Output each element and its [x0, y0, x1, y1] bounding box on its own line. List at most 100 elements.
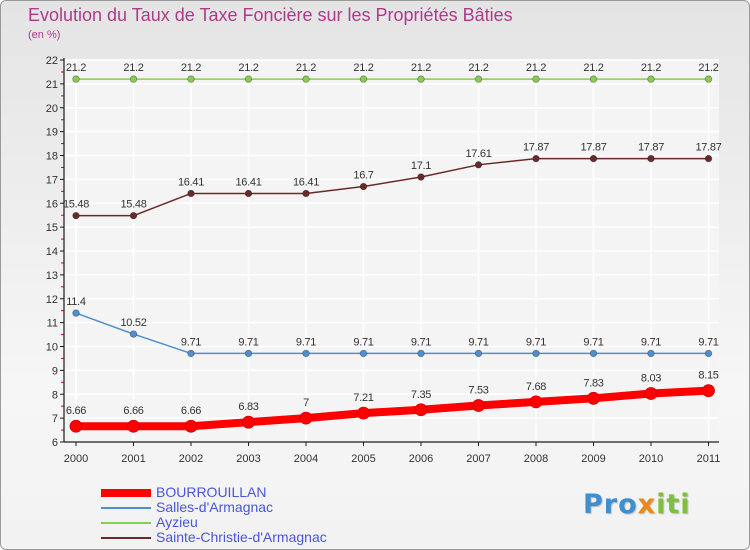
- data-label-bourrouillan: 7.35: [411, 389, 431, 401]
- data-point-bourrouillan: [472, 399, 485, 412]
- data-label-sainte-christie-d-armagnac: 17.87: [523, 142, 549, 154]
- data-point-sainte-christie-d-armagnac: [474, 161, 483, 169]
- data-point-salles-d-armagnac: [359, 349, 368, 358]
- data-point-bourrouillan: [127, 419, 140, 433]
- data-label-sainte-christie-d-armagnac: 17.87: [638, 142, 664, 154]
- y-tick-label: 15: [46, 222, 58, 234]
- data-label-ayzieu: 21.2: [583, 62, 603, 74]
- data-label-ayzieu: 21.2: [641, 62, 661, 74]
- data-point-ayzieu: [589, 75, 598, 83]
- data-point-sainte-christie-d-armagnac: [244, 189, 253, 198]
- data-label-salles-d-armagnac: 9.71: [181, 336, 201, 348]
- data-point-salles-d-armagnac: [704, 349, 713, 358]
- data-point-salles-d-armagnac: [244, 349, 253, 358]
- y-tick-label: 17: [46, 174, 58, 186]
- data-label-bourrouillan: 7.68: [526, 381, 546, 393]
- data-point-bourrouillan: [414, 403, 428, 417]
- data-label-salles-d-armagnac: 9.71: [641, 336, 661, 348]
- data-point-sainte-christie-d-armagnac: [589, 154, 598, 163]
- data-point-bourrouillan: [184, 419, 198, 433]
- data-point-ayzieu: [72, 75, 80, 83]
- data-label-bourrouillan: 6.66: [181, 405, 201, 417]
- data-label-salles-d-armagnac: 9.71: [526, 336, 546, 348]
- chart-title: Evolution du Taux de Taxe Foncière sur l…: [28, 5, 513, 25]
- y-tick-label: 19: [46, 127, 58, 139]
- data-point-ayzieu: [244, 75, 253, 83]
- data-label-ayzieu: 21.2: [468, 62, 488, 74]
- y-tick-label: 11: [47, 318, 58, 330]
- y-tick-label: 14: [46, 246, 58, 258]
- x-tick-label: 2000: [64, 453, 88, 465]
- data-label-salles-d-armagnac: 9.71: [583, 336, 603, 348]
- x-tick-label: 2010: [639, 453, 663, 465]
- x-tick-label: 2006: [409, 453, 433, 465]
- y-tick-label: 20: [46, 103, 58, 115]
- data-point-salles-d-armagnac: [532, 349, 540, 358]
- data-point-bourrouillan: [529, 395, 543, 409]
- data-point-sainte-christie-d-armagnac: [129, 211, 138, 220]
- data-point-bourrouillan: [357, 406, 370, 420]
- legend-label: BOURROUILLAN: [156, 484, 267, 500]
- legend-label: Salles-d'Armagnac: [156, 499, 274, 515]
- x-tick-label: 2007: [466, 453, 490, 465]
- data-label-bourrouillan: 6.66: [66, 405, 86, 417]
- data-point-ayzieu: [302, 75, 310, 83]
- proxiti-logo: Proxiti: [583, 489, 691, 520]
- data-point-sainte-christie-d-armagnac: [302, 189, 310, 198]
- data-label-ayzieu: 21.2: [353, 62, 373, 74]
- data-point-salles-d-armagnac: [589, 349, 598, 358]
- y-tick-label: 10: [46, 342, 58, 354]
- legend-label: Sainte-Christie-d'Armagnac: [156, 529, 327, 545]
- data-point-salles-d-armagnac: [72, 309, 80, 317]
- data-label-ayzieu: 21.2: [296, 62, 316, 74]
- data-point-sainte-christie-d-armagnac: [704, 154, 713, 163]
- x-tick-label: 2009: [581, 453, 605, 465]
- data-point-salles-d-armagnac: [129, 330, 138, 338]
- data-point-ayzieu: [129, 75, 138, 83]
- y-unit-label: (en %): [28, 29, 61, 41]
- data-label-ayzieu: 21.2: [123, 62, 143, 74]
- data-point-sainte-christie-d-armagnac: [187, 189, 195, 198]
- data-label-salles-d-armagnac: 9.71: [411, 336, 431, 348]
- y-tick-label: 13: [46, 270, 58, 282]
- x-tick-label: 2011: [697, 453, 721, 465]
- data-point-ayzieu: [474, 75, 483, 83]
- x-tick-label: 2004: [294, 453, 318, 465]
- data-label-salles-d-armagnac: 10.52: [120, 317, 146, 329]
- data-label-bourrouillan: 6.83: [238, 401, 258, 413]
- data-point-sainte-christie-d-armagnac: [72, 211, 80, 220]
- data-point-bourrouillan: [644, 387, 658, 400]
- data-point-salles-d-armagnac: [302, 349, 310, 358]
- y-tick-label: 21: [46, 79, 58, 91]
- legend-swatch-bourrouillan: [101, 489, 151, 497]
- data-point-bourrouillan: [242, 415, 255, 429]
- data-label-salles-d-armagnac: 9.71: [468, 336, 488, 348]
- data-label-bourrouillan: 6.66: [123, 405, 143, 417]
- x-tick-label: 2005: [351, 453, 375, 465]
- data-label-ayzieu: 21.2: [526, 62, 546, 74]
- data-point-ayzieu: [704, 75, 713, 83]
- legend-label: Ayzieu: [156, 514, 198, 530]
- data-label-bourrouillan: 7: [303, 397, 309, 409]
- data-point-ayzieu: [647, 75, 655, 83]
- data-point-salles-d-armagnac: [647, 349, 655, 358]
- series-line-salles-d-armagnac: [75, 312, 710, 355]
- data-label-sainte-christie-d-armagnac: 16.41: [235, 176, 261, 188]
- data-label-ayzieu: 21.2: [181, 62, 201, 74]
- data-label-ayzieu: 21.2: [411, 62, 431, 74]
- data-label-salles-d-armagnac: 9.71: [238, 336, 258, 348]
- data-point-bourrouillan: [69, 419, 83, 433]
- data-point-bourrouillan: [702, 384, 715, 398]
- data-label-salles-d-armagnac: 9.71: [296, 336, 316, 348]
- data-label-sainte-christie-d-armagnac: 17.61: [465, 148, 491, 160]
- data-point-ayzieu: [359, 75, 368, 83]
- data-label-ayzieu: 21.2: [66, 62, 86, 74]
- y-tick-label: 7: [52, 413, 58, 425]
- data-label-salles-d-armagnac: 11.4: [66, 296, 86, 308]
- series-line-bourrouillan: [72, 386, 713, 431]
- legend-swatch-ayzieu: [101, 522, 151, 524]
- data-label-bourrouillan: 7.83: [583, 377, 603, 389]
- data-point-ayzieu: [532, 75, 540, 83]
- data-label-sainte-christie-d-armagnac: 16.41: [178, 176, 204, 188]
